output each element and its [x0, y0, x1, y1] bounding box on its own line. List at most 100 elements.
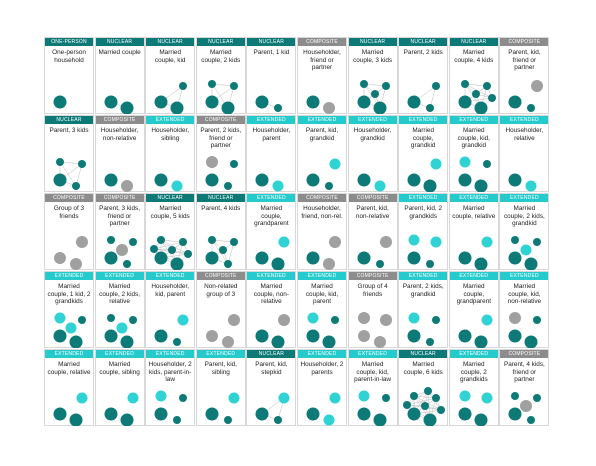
household-label: Parent, kid, friend or partner [508, 49, 541, 71]
household-cell: EXTENDED Married couple, 2 kids, grandkid [499, 193, 550, 270]
household-diagram [150, 236, 193, 270]
household-label: Married couple, relative [452, 205, 496, 220]
household-cell: NUCLEAR Married couple, 4 kids [448, 37, 499, 114]
household-label: Householder, 2 kids, parent-in-law [148, 361, 192, 383]
category-header: EXTENDED [298, 272, 346, 280]
person [221, 101, 235, 114]
person [228, 392, 240, 404]
household-label: Married couple, kid, non-relative [507, 283, 542, 305]
household-cell: COMPOSITE Group of 4 friends [347, 271, 398, 348]
person [481, 314, 493, 326]
category-header: EXTENDED [399, 116, 448, 124]
category-header: NUCLEAR [247, 350, 296, 358]
category-header: EXTENDED [449, 116, 498, 124]
person [508, 95, 522, 109]
household-label: Householder, parent [252, 127, 291, 142]
person [458, 173, 472, 187]
person [511, 392, 520, 400]
household-label: Married couple, 1 kid, 2 grandkids [47, 283, 91, 305]
household-label: Married couple, sibling [99, 361, 140, 376]
category-header: EXTENDED [146, 272, 195, 280]
household-cell: EXTENDED Married couple, grandparent [448, 271, 499, 348]
person [255, 407, 269, 421]
household-diagram [508, 80, 544, 112]
household-label: Married couple, grandparent [456, 283, 492, 305]
category-header: NUCLEAR [196, 38, 245, 46]
category-header: NUCLEAR [399, 38, 448, 46]
category-header: COMPOSITE [45, 194, 93, 202]
person [323, 258, 335, 270]
household-cell: EXTENDED Married couple, kid, non-relativ… [499, 271, 550, 348]
household-diagram [154, 314, 189, 346]
person [306, 407, 320, 421]
household-diagram [255, 392, 290, 424]
household-label: Married couple, 6 kids [403, 361, 443, 376]
link [59, 161, 77, 187]
person [329, 236, 341, 248]
household-label: Parent, 3 kids, friend or partner [99, 205, 141, 227]
person [173, 338, 182, 346]
person [179, 394, 188, 402]
person [179, 238, 188, 246]
person [474, 179, 488, 192]
category-header: EXTENDED [247, 116, 296, 124]
household-diagram [306, 236, 341, 270]
household-diagram [255, 236, 290, 270]
household-label: Parent, 2 kids, grandkid [402, 283, 444, 298]
person [127, 392, 139, 404]
household-label: Householder, friend or partner [303, 49, 341, 71]
person [170, 257, 184, 270]
household-label: Parent, 3 kids [49, 127, 89, 134]
person [122, 260, 131, 268]
household-label: Parent, kid, 2 grandkids [404, 205, 443, 220]
household-cell: NUCLEAR Parent, 3 kids [44, 115, 94, 192]
person [223, 182, 232, 190]
household-cell: EXTENDED Married couple, grandparent [246, 193, 297, 270]
household-diagram [458, 390, 493, 426]
person [482, 82, 491, 90]
household-cell: EXTENDED Married couple, relative [448, 193, 499, 270]
household-diagram [458, 236, 493, 270]
person [423, 179, 437, 192]
person [255, 95, 269, 109]
person [150, 245, 159, 253]
household-diagram [205, 80, 238, 114]
category-header: COMPOSITE [298, 38, 346, 46]
person [357, 407, 371, 421]
person [322, 335, 336, 348]
household-diagram [255, 314, 291, 348]
person [154, 329, 168, 343]
person [323, 414, 335, 426]
household-label: Householder, friend, non-rel. [301, 205, 343, 220]
person [458, 329, 472, 343]
person [120, 413, 134, 426]
person [533, 238, 542, 246]
household-diagram [508, 236, 542, 270]
household-diagram [104, 392, 139, 426]
category-header: COMPOSITE [196, 116, 245, 124]
person [278, 392, 290, 404]
person [155, 390, 167, 402]
person [184, 250, 193, 258]
person [120, 101, 134, 114]
person [221, 336, 234, 348]
household-diagram [205, 392, 240, 424]
person [229, 160, 238, 168]
household-cell: NUCLEAR Married couple, 3 kids [347, 37, 398, 114]
person [426, 104, 435, 112]
category-header: COMPOSITE [95, 194, 144, 202]
person [272, 180, 284, 192]
person [274, 104, 283, 112]
category-header: EXTENDED [449, 350, 498, 358]
household-cell: COMPOSITE Parent, kid, non-relative [347, 193, 398, 270]
household-cell: COMPOSITE Householder, non-relative [94, 115, 145, 192]
household-diagram [403, 387, 446, 426]
category-header: EXTENDED [399, 272, 448, 280]
person [271, 257, 285, 270]
household-cell: EXTENDED Parent, kid, 2 grandkids [398, 193, 449, 270]
person [120, 335, 134, 348]
person [154, 251, 168, 265]
person [379, 236, 392, 248]
category-header: EXTENDED [500, 272, 549, 280]
category-header: NUCLEAR [449, 38, 498, 46]
